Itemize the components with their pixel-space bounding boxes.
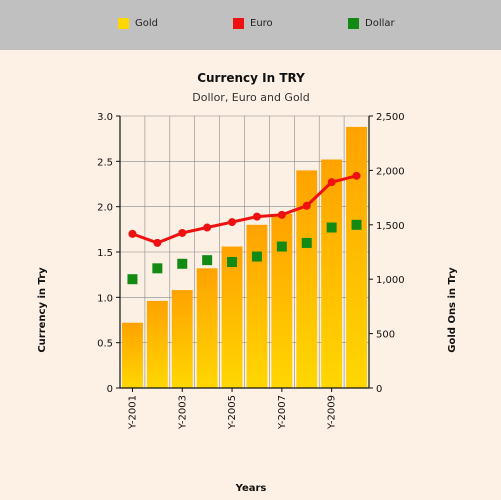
legend-swatch-gold — [118, 18, 129, 29]
y-tick-label: 2.5 — [97, 157, 113, 168]
y2-tick-label: 500 — [376, 330, 395, 341]
point-dollar — [152, 263, 163, 274]
legend-label-dollar: Dollar — [365, 18, 395, 29]
point-euro — [178, 228, 187, 237]
y-tick-label: 3.0 — [97, 112, 113, 123]
x-tick-label: Y-2007 — [277, 395, 288, 430]
y2-tick-label: 1,000 — [376, 275, 405, 286]
y-axis-label: Currency in Try — [37, 267, 48, 353]
y2-tick-label: 1,500 — [376, 221, 405, 232]
y-tick-label: 2.0 — [97, 203, 113, 214]
point-euro — [277, 210, 286, 219]
point-dollar — [127, 274, 138, 285]
point-dollar — [351, 219, 362, 230]
x-tick-label: Y-2003 — [177, 395, 188, 430]
point-dollar — [301, 237, 312, 248]
point-dollar — [326, 222, 337, 233]
bar-gold — [271, 213, 293, 388]
point-dollar — [177, 258, 188, 269]
bar-gold — [221, 246, 243, 388]
x-tick-label: Y-2005 — [227, 395, 238, 430]
point-euro — [203, 223, 212, 232]
point-dollar — [251, 251, 262, 262]
point-euro — [252, 212, 261, 221]
y-tick-label: 0 — [107, 384, 113, 395]
point-euro — [302, 201, 311, 210]
chart-title: Currency In TRY — [197, 71, 305, 85]
x-tick-label: Y-2009 — [327, 395, 338, 430]
y2-tick-label: 0 — [376, 384, 382, 395]
bar-gold — [196, 268, 218, 388]
point-euro — [327, 178, 336, 187]
bar-gold — [346, 126, 367, 388]
x-axis-label: Years — [235, 483, 267, 494]
point-euro — [153, 238, 162, 247]
legend-swatch-dollar — [348, 18, 359, 29]
bar-gold — [171, 290, 193, 388]
y2-axis-label: Gold Ons in Try — [447, 267, 458, 353]
line-euro — [131, 174, 357, 245]
legend: Gold Euro Dollar — [0, 0, 501, 50]
point-euro — [128, 229, 137, 238]
legend-label-euro: Euro — [250, 18, 273, 29]
point-euro — [352, 171, 361, 180]
y-tick-label: 1.0 — [97, 293, 113, 304]
point-dollar — [202, 255, 213, 266]
x-tick-label: Y-2001 — [127, 395, 138, 430]
bar-gold — [146, 300, 168, 388]
bar-gold — [296, 170, 318, 388]
y-tick-label: 0.5 — [97, 339, 113, 350]
legend-label-gold: Gold — [135, 18, 158, 29]
y2-tick-label: 2,500 — [376, 112, 405, 123]
bar-gold — [246, 224, 268, 388]
bar-gold — [122, 322, 143, 388]
point-euro — [228, 218, 237, 227]
point-dollar — [276, 241, 287, 252]
bar-gold — [321, 159, 343, 388]
point-dollar — [227, 256, 238, 267]
legend-swatch-euro — [233, 18, 244, 29]
y-tick-label: 1.5 — [97, 248, 113, 259]
y2-tick-label: 2,000 — [376, 166, 405, 177]
chart-subtitle: Dollor, Euro and Gold — [192, 91, 309, 104]
